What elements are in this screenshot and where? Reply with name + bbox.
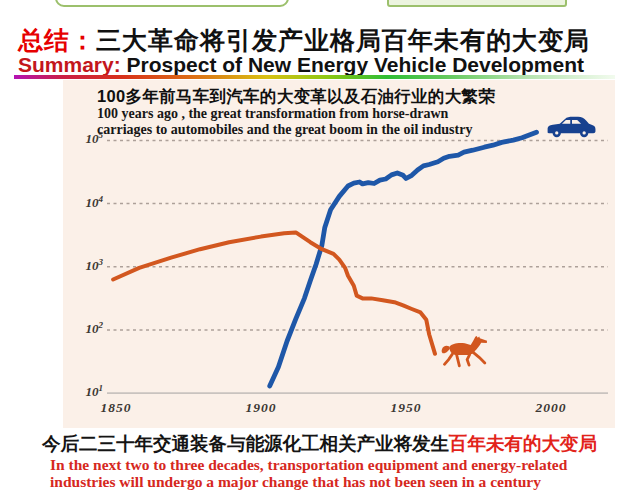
slide-title-prefix: 总结： <box>18 26 96 54</box>
footer-en-line1: In the next two to three decades, transp… <box>50 457 567 474</box>
chart-panel: 100多年前马车到汽车的大变革以及石油行业的大繁荣 100 years ago … <box>63 80 615 428</box>
y-axis-label: 102 <box>67 320 103 337</box>
slide-subtitle: Summary: Prospect of New Energy Vehicle … <box>18 53 584 77</box>
slide: 总结：三大革命将引发产业格局百年未有的大变局 Summary: Prospect… <box>0 0 630 500</box>
x-axis-label: 1950 <box>376 400 436 416</box>
footer-en-line2: industries will undergo a major change t… <box>50 474 567 491</box>
top-green-box-left <box>55 0 289 7</box>
slide-title-main: 三大革命将引发产业格局百年未有的大变局 <box>96 26 590 54</box>
y-axis-label: 101 <box>67 383 103 400</box>
car-icon <box>548 117 596 137</box>
y-axis-label: 103 <box>67 257 103 274</box>
top-green-box-right <box>387 0 567 7</box>
footer-statement-cn: 今后二三十年交通装备与能源化工相关产业将发生百年未有的大变局 <box>42 431 597 456</box>
x-axis-label: 1900 <box>231 400 291 416</box>
x-axis-label: 1850 <box>86 400 146 416</box>
line-chart <box>63 80 615 428</box>
footer-cn-red: 百年未有的大变局 <box>449 433 597 454</box>
x-axis-label: 2000 <box>521 400 581 416</box>
y-axis-label: 104 <box>67 194 103 211</box>
horse-icon <box>442 336 487 366</box>
y-axis-label: 105 <box>67 130 103 147</box>
footer-statement-en: In the next two to three decades, transp… <box>50 457 567 490</box>
rainbow-divider <box>14 75 615 79</box>
footer-cn-black: 今后二三十年交通装备与能源化工相关产业将发生 <box>42 433 449 454</box>
slide-subtitle-main: Prospect of New Energy Vehicle Developme… <box>127 53 584 76</box>
horse-drawn carriages-line <box>113 232 435 353</box>
automobiles-line <box>270 132 537 386</box>
gridlines <box>107 140 608 393</box>
slide-subtitle-prefix: Summary: <box>18 53 121 76</box>
